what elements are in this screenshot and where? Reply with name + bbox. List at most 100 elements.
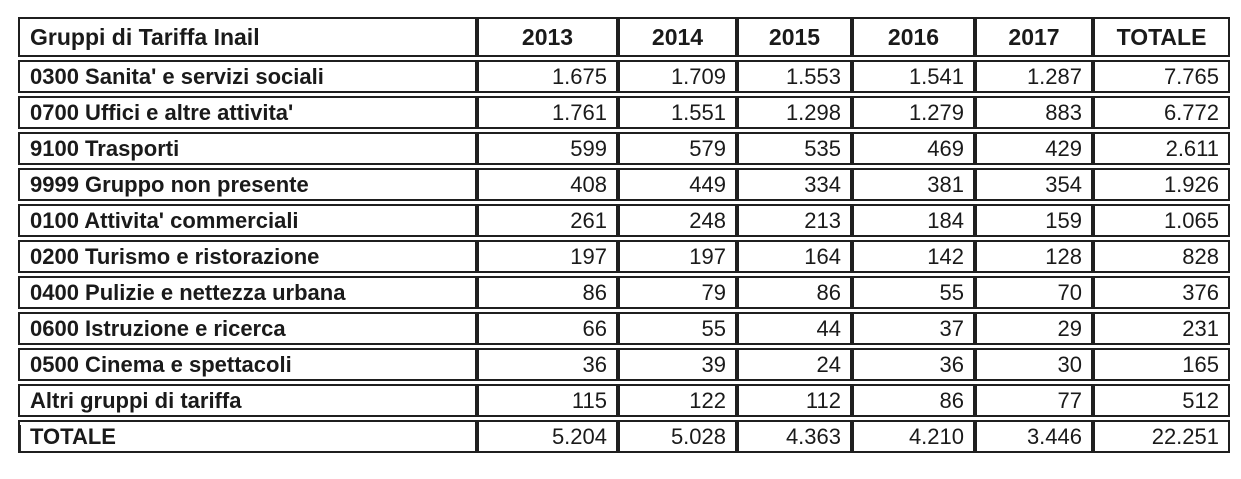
grand-total-cell: 4.363 [737, 420, 852, 453]
grand-total-cell: 4.210 [852, 420, 975, 453]
value-cell: 77 [975, 384, 1093, 417]
row-total-cell: 828 [1093, 240, 1230, 273]
value-cell: 1.709 [618, 60, 737, 93]
table-row: Altri gruppi di tariffa 115 122 112 86 7… [18, 384, 1230, 417]
row-label: 0200 Turismo e ristorazione [18, 240, 477, 273]
value-cell: 248 [618, 204, 737, 237]
row-total-cell: 231 [1093, 312, 1230, 345]
column-header-totale: TOTALE [1093, 17, 1230, 57]
value-cell: 1.541 [852, 60, 975, 93]
header-row: Gruppi di Tariffa Inail 2013 2014 2015 2… [18, 17, 1230, 57]
value-cell: 1.761 [477, 96, 618, 129]
value-cell: 599 [477, 132, 618, 165]
value-cell: 36 [852, 348, 975, 381]
row-label: 0100 Attivita' commerciali [18, 204, 477, 237]
value-cell: 66 [477, 312, 618, 345]
grand-total-cell: 3.446 [975, 420, 1093, 453]
value-cell: 55 [618, 312, 737, 345]
row-total-cell: 1.926 [1093, 168, 1230, 201]
value-cell: 1.298 [737, 96, 852, 129]
value-cell: 36 [477, 348, 618, 381]
row-total-cell: 165 [1093, 348, 1230, 381]
column-header-category: Gruppi di Tariffa Inail [18, 17, 477, 57]
row-label: Altri gruppi di tariffa [18, 384, 477, 417]
row-label: 0400 Pulizie e nettezza urbana [18, 276, 477, 309]
row-label: 0500 Cinema e spettacoli [18, 348, 477, 381]
value-cell: 79 [618, 276, 737, 309]
value-cell: 213 [737, 204, 852, 237]
column-header-2017: 2017 [975, 17, 1093, 57]
value-cell: 381 [852, 168, 975, 201]
table-row: 0700 Uffici e altre attivita' 1.761 1.55… [18, 96, 1230, 129]
value-cell: 1.551 [618, 96, 737, 129]
value-cell: 142 [852, 240, 975, 273]
value-cell: 115 [477, 384, 618, 417]
value-cell: 86 [737, 276, 852, 309]
value-cell: 535 [737, 132, 852, 165]
column-header-2016: 2016 [852, 17, 975, 57]
value-cell: 408 [477, 168, 618, 201]
table-row: 0400 Pulizie e nettezza urbana 86 79 86 … [18, 276, 1230, 309]
value-cell: 24 [737, 348, 852, 381]
row-total-cell: 512 [1093, 384, 1230, 417]
value-cell: 164 [737, 240, 852, 273]
value-cell: 128 [975, 240, 1093, 273]
table-row: 9100 Trasporti 599 579 535 469 429 2.611 [18, 132, 1230, 165]
table-row: 0600 Istruzione e ricerca 66 55 44 37 29… [18, 312, 1230, 345]
row-label: 0700 Uffici e altre attivita' [18, 96, 477, 129]
value-cell: 197 [618, 240, 737, 273]
value-cell: 469 [852, 132, 975, 165]
value-cell: 1.287 [975, 60, 1093, 93]
column-header-2013: 2013 [477, 17, 618, 57]
row-total-cell: 376 [1093, 276, 1230, 309]
value-cell: 429 [975, 132, 1093, 165]
row-label: 0600 Istruzione e ricerca [18, 312, 477, 345]
value-cell: 159 [975, 204, 1093, 237]
value-cell: 86 [852, 384, 975, 417]
row-total-cell: 6.772 [1093, 96, 1230, 129]
value-cell: 55 [852, 276, 975, 309]
grand-total-overall-cell: 22.251 [1093, 420, 1230, 453]
value-cell: 1.279 [852, 96, 975, 129]
row-label: 9100 Trasporti [18, 132, 477, 165]
tariff-groups-table: Gruppi di Tariffa Inail 2013 2014 2015 2… [18, 14, 1230, 456]
text-cursor-artifact [20, 425, 21, 451]
row-total-cell: 2.611 [1093, 132, 1230, 165]
grand-total-label-text: TOTALE [30, 423, 116, 449]
value-cell: 579 [618, 132, 737, 165]
column-header-2014: 2014 [618, 17, 737, 57]
row-label: 9999 Gruppo non presente [18, 168, 477, 201]
value-cell: 354 [975, 168, 1093, 201]
grand-total-label: TOTALE [18, 420, 477, 453]
value-cell: 112 [737, 384, 852, 417]
value-cell: 1.553 [737, 60, 852, 93]
value-cell: 70 [975, 276, 1093, 309]
value-cell: 184 [852, 204, 975, 237]
value-cell: 261 [477, 204, 618, 237]
value-cell: 883 [975, 96, 1093, 129]
grand-total-cell: 5.204 [477, 420, 618, 453]
grand-total-cell: 5.028 [618, 420, 737, 453]
value-cell: 197 [477, 240, 618, 273]
row-total-cell: 7.765 [1093, 60, 1230, 93]
table-row: 0300 Sanita' e servizi sociali 1.675 1.7… [18, 60, 1230, 93]
value-cell: 122 [618, 384, 737, 417]
value-cell: 29 [975, 312, 1093, 345]
value-cell: 334 [737, 168, 852, 201]
row-total-cell: 1.065 [1093, 204, 1230, 237]
value-cell: 39 [618, 348, 737, 381]
table-row: 0100 Attivita' commerciali 261 248 213 1… [18, 204, 1230, 237]
value-cell: 449 [618, 168, 737, 201]
value-cell: 37 [852, 312, 975, 345]
column-header-2015: 2015 [737, 17, 852, 57]
row-label: 0300 Sanita' e servizi sociali [18, 60, 477, 93]
grand-total-row: TOTALE 5.204 5.028 4.363 4.210 3.446 22.… [18, 420, 1230, 453]
value-cell: 44 [737, 312, 852, 345]
value-cell: 30 [975, 348, 1093, 381]
table-row: 0500 Cinema e spettacoli 36 39 24 36 30 … [18, 348, 1230, 381]
table-row: 9999 Gruppo non presente 408 449 334 381… [18, 168, 1230, 201]
table-row: 0200 Turismo e ristorazione 197 197 164 … [18, 240, 1230, 273]
value-cell: 1.675 [477, 60, 618, 93]
value-cell: 86 [477, 276, 618, 309]
